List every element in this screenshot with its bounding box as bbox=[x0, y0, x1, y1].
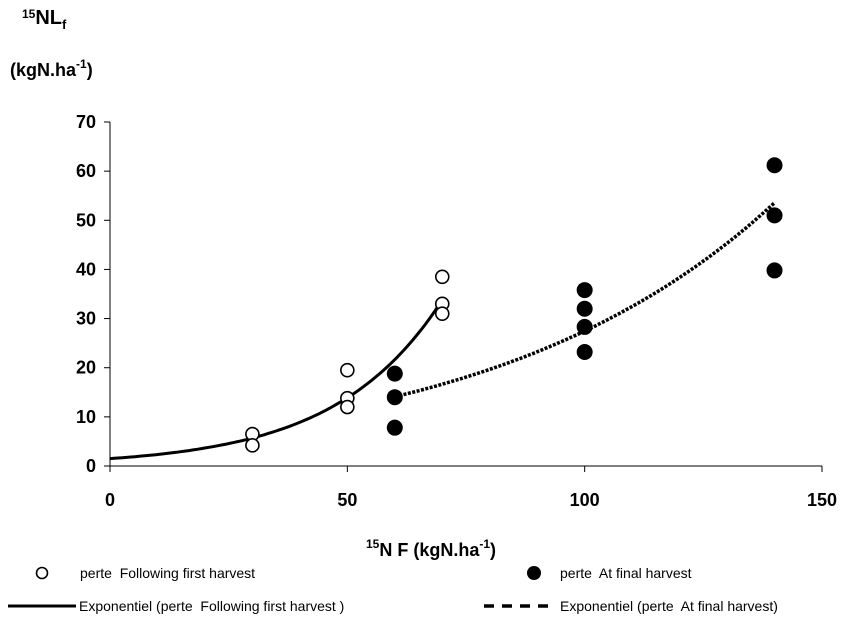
x-axis-label: 15N F (kgN.ha-1) bbox=[366, 537, 496, 560]
legend-label-first-harvest: perte Following first harvest bbox=[80, 565, 255, 581]
y-label-unit-post: ) bbox=[87, 60, 93, 80]
x-label-unit-post: ) bbox=[490, 540, 496, 560]
x-ticks: 0 50 100 150 bbox=[105, 466, 837, 510]
x-label-sup: 15 bbox=[366, 537, 380, 551]
legend-label-trend-first: Exponentiel (perte Following first harve… bbox=[79, 598, 344, 614]
y-tick-label: 20 bbox=[76, 358, 96, 378]
point-final-harvest bbox=[386, 419, 403, 436]
y-label-unit-pre: (kgN.ha bbox=[10, 60, 77, 80]
x-tick-label: 100 bbox=[570, 490, 600, 510]
svg-text:15NLf: 15NLf bbox=[22, 7, 67, 32]
x-label-unit-sup: -1 bbox=[479, 537, 490, 551]
y-tick-label: 60 bbox=[76, 161, 96, 181]
legend-marker-filled-circle bbox=[527, 566, 541, 580]
x-tick-label: 50 bbox=[337, 490, 357, 510]
y-tick-label: 70 bbox=[76, 112, 96, 132]
point-final-harvest bbox=[576, 282, 593, 299]
y-label-sup: 15 bbox=[22, 7, 36, 21]
legend: perte Following first harvest perte At f… bbox=[8, 565, 778, 614]
y-tick-label: 0 bbox=[86, 456, 96, 476]
y-label-unit-sup: -1 bbox=[76, 57, 87, 71]
point-final-harvest bbox=[576, 300, 593, 317]
point-final-harvest bbox=[766, 157, 783, 174]
point-final-harvest bbox=[386, 365, 403, 382]
y-label-main: NL bbox=[35, 7, 62, 29]
point-first-harvest bbox=[340, 362, 355, 378]
trendlines bbox=[109, 201, 776, 461]
point-final-harvest bbox=[576, 343, 593, 360]
x-tick-label: 0 bbox=[105, 490, 115, 510]
point-first-harvest bbox=[245, 438, 260, 453]
y-label-sub: f bbox=[62, 17, 67, 32]
legend-label-final-harvest: perte At final harvest bbox=[560, 565, 692, 581]
legend-item-final-harvest: perte At final harvest bbox=[527, 565, 692, 581]
legend-item-trend-first: Exponentiel (perte Following first harve… bbox=[8, 598, 344, 614]
y-axis-label: 15NLf (kgN.ha-1) bbox=[10, 7, 93, 80]
y-tick-label: 40 bbox=[76, 259, 96, 279]
y-tick-label: 50 bbox=[76, 210, 96, 230]
y-ticks: 0 10 20 30 40 50 60 70 bbox=[76, 112, 110, 476]
point-final-harvest bbox=[766, 262, 783, 279]
trendline-final-harvest bbox=[394, 201, 776, 399]
legend-label-trend-final: Exponentiel (perte At final harvest) bbox=[560, 598, 778, 614]
y-tick-label: 30 bbox=[76, 309, 96, 329]
y-tick-label: 10 bbox=[76, 407, 96, 427]
point-first-harvest bbox=[434, 306, 450, 321]
legend-marker-open-circle bbox=[35, 566, 49, 580]
legend-item-first-harvest: perte Following first harvest bbox=[35, 565, 255, 581]
point-first-harvest bbox=[434, 269, 450, 285]
x-tick-label: 150 bbox=[807, 490, 837, 510]
point-first-harvest bbox=[340, 399, 355, 415]
point-final-harvest bbox=[576, 318, 593, 335]
point-final-harvest bbox=[766, 207, 783, 224]
legend-item-trend-final: Exponentiel (perte At final harvest) bbox=[484, 598, 778, 614]
point-final-harvest bbox=[386, 389, 403, 406]
x-label-main: N F (kgN.ha bbox=[379, 540, 480, 560]
data-points bbox=[245, 157, 783, 453]
svg-text:(kgN.ha-1): (kgN.ha-1) bbox=[10, 57, 93, 80]
trendline-first-harvest bbox=[109, 299, 444, 461]
